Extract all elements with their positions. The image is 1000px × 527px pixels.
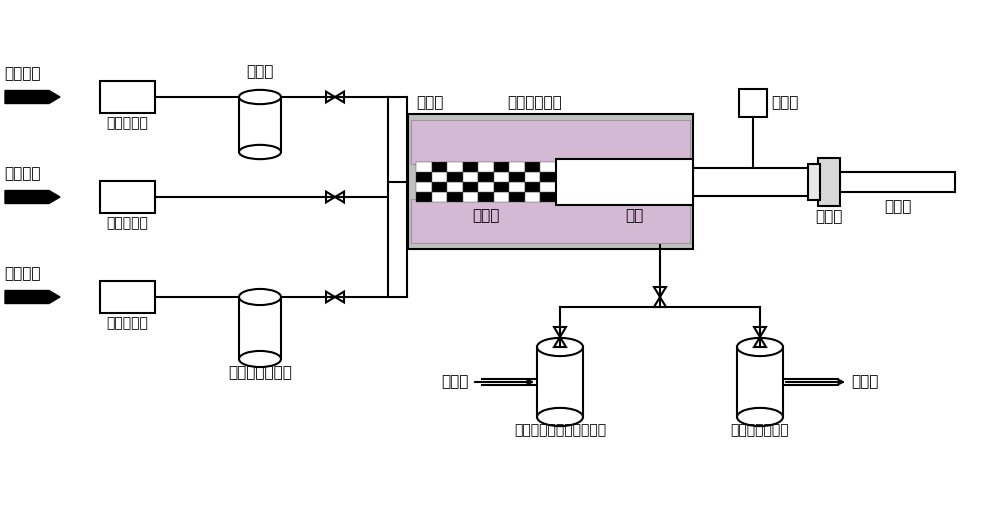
Bar	[416, 191, 432, 201]
Bar	[100, 181, 155, 213]
Bar	[509, 181, 525, 191]
Bar	[432, 191, 447, 201]
Text: 加热炉: 加热炉	[416, 95, 443, 110]
Bar	[463, 171, 478, 181]
Text: 质量流量计: 质量流量计	[107, 216, 148, 230]
Bar	[478, 171, 494, 181]
Text: 惰性载气: 惰性载气	[4, 266, 40, 281]
Text: 质量流量计: 质量流量计	[107, 316, 148, 330]
Text: 转动床反应器: 转动床反应器	[508, 95, 562, 110]
Polygon shape	[326, 92, 335, 102]
Text: 支杆: 支杆	[625, 209, 644, 223]
Bar	[478, 191, 494, 201]
Text: 还原剂: 还原剂	[246, 64, 274, 79]
Text: 惰性载气: 惰性载气	[4, 66, 40, 81]
FancyArrow shape	[5, 91, 60, 103]
Bar	[540, 181, 556, 191]
Polygon shape	[754, 337, 766, 347]
Ellipse shape	[537, 338, 583, 356]
Polygon shape	[654, 297, 666, 307]
Polygon shape	[326, 192, 335, 202]
FancyArrow shape	[5, 190, 60, 203]
Bar	[509, 191, 525, 201]
Bar	[463, 191, 478, 201]
Text: 磁转子: 磁转子	[884, 200, 911, 214]
Bar	[556, 159, 693, 204]
Bar	[478, 181, 494, 191]
Bar	[416, 171, 432, 181]
Text: 回收还原剂冷阱: 回收还原剂冷阱	[731, 423, 789, 437]
Bar	[447, 171, 463, 181]
Ellipse shape	[239, 145, 281, 159]
Bar	[100, 81, 155, 113]
Ellipse shape	[239, 90, 281, 104]
Bar	[808, 163, 820, 200]
Bar	[739, 89, 767, 116]
Bar	[100, 281, 155, 313]
Bar	[693, 168, 823, 196]
Polygon shape	[554, 337, 566, 347]
Text: 惰性载气: 惰性载气	[4, 166, 40, 181]
Bar	[525, 191, 540, 201]
Polygon shape	[335, 92, 344, 102]
Bar	[494, 171, 509, 181]
Bar	[818, 158, 840, 206]
Bar	[540, 171, 556, 181]
Bar	[540, 191, 556, 201]
Text: 回收金属有机化合物冷阱: 回收金属有机化合物冷阱	[514, 423, 606, 437]
Text: 内轴承: 内轴承	[815, 210, 843, 225]
Bar	[447, 181, 463, 191]
Bar	[416, 181, 432, 191]
Polygon shape	[754, 327, 766, 337]
Bar	[463, 181, 478, 191]
Ellipse shape	[737, 338, 783, 356]
Bar	[432, 181, 447, 191]
Bar	[494, 181, 509, 191]
Bar	[416, 161, 432, 171]
Bar	[525, 161, 540, 171]
Polygon shape	[335, 192, 344, 202]
Bar	[463, 161, 478, 171]
Bar	[478, 161, 494, 171]
Bar	[408, 114, 693, 249]
Bar	[411, 199, 690, 243]
Bar	[494, 191, 509, 201]
Bar	[432, 161, 447, 171]
Text: 质量流量计: 质量流量计	[107, 116, 148, 130]
Polygon shape	[335, 291, 344, 302]
Bar	[525, 181, 540, 191]
Bar	[540, 161, 556, 171]
Ellipse shape	[239, 289, 281, 305]
Bar	[447, 161, 463, 171]
Bar	[509, 161, 525, 171]
Bar	[494, 161, 509, 171]
Text: 压力表: 压力表	[771, 95, 798, 110]
Polygon shape	[326, 291, 335, 302]
Ellipse shape	[537, 408, 583, 426]
Text: 金属有机化合物: 金属有机化合物	[228, 365, 292, 380]
Text: 样品笼: 样品笼	[472, 209, 500, 223]
Polygon shape	[654, 287, 666, 297]
Bar	[840, 171, 955, 191]
Text: 真空泵: 真空泵	[851, 375, 878, 389]
Polygon shape	[554, 327, 566, 337]
Bar	[411, 120, 690, 164]
Bar	[432, 171, 447, 181]
Bar	[509, 171, 525, 181]
Ellipse shape	[239, 351, 281, 367]
Ellipse shape	[737, 408, 783, 426]
Text: 真空泵: 真空泵	[442, 375, 469, 389]
Bar	[447, 191, 463, 201]
Bar	[525, 171, 540, 181]
FancyArrow shape	[5, 290, 60, 304]
